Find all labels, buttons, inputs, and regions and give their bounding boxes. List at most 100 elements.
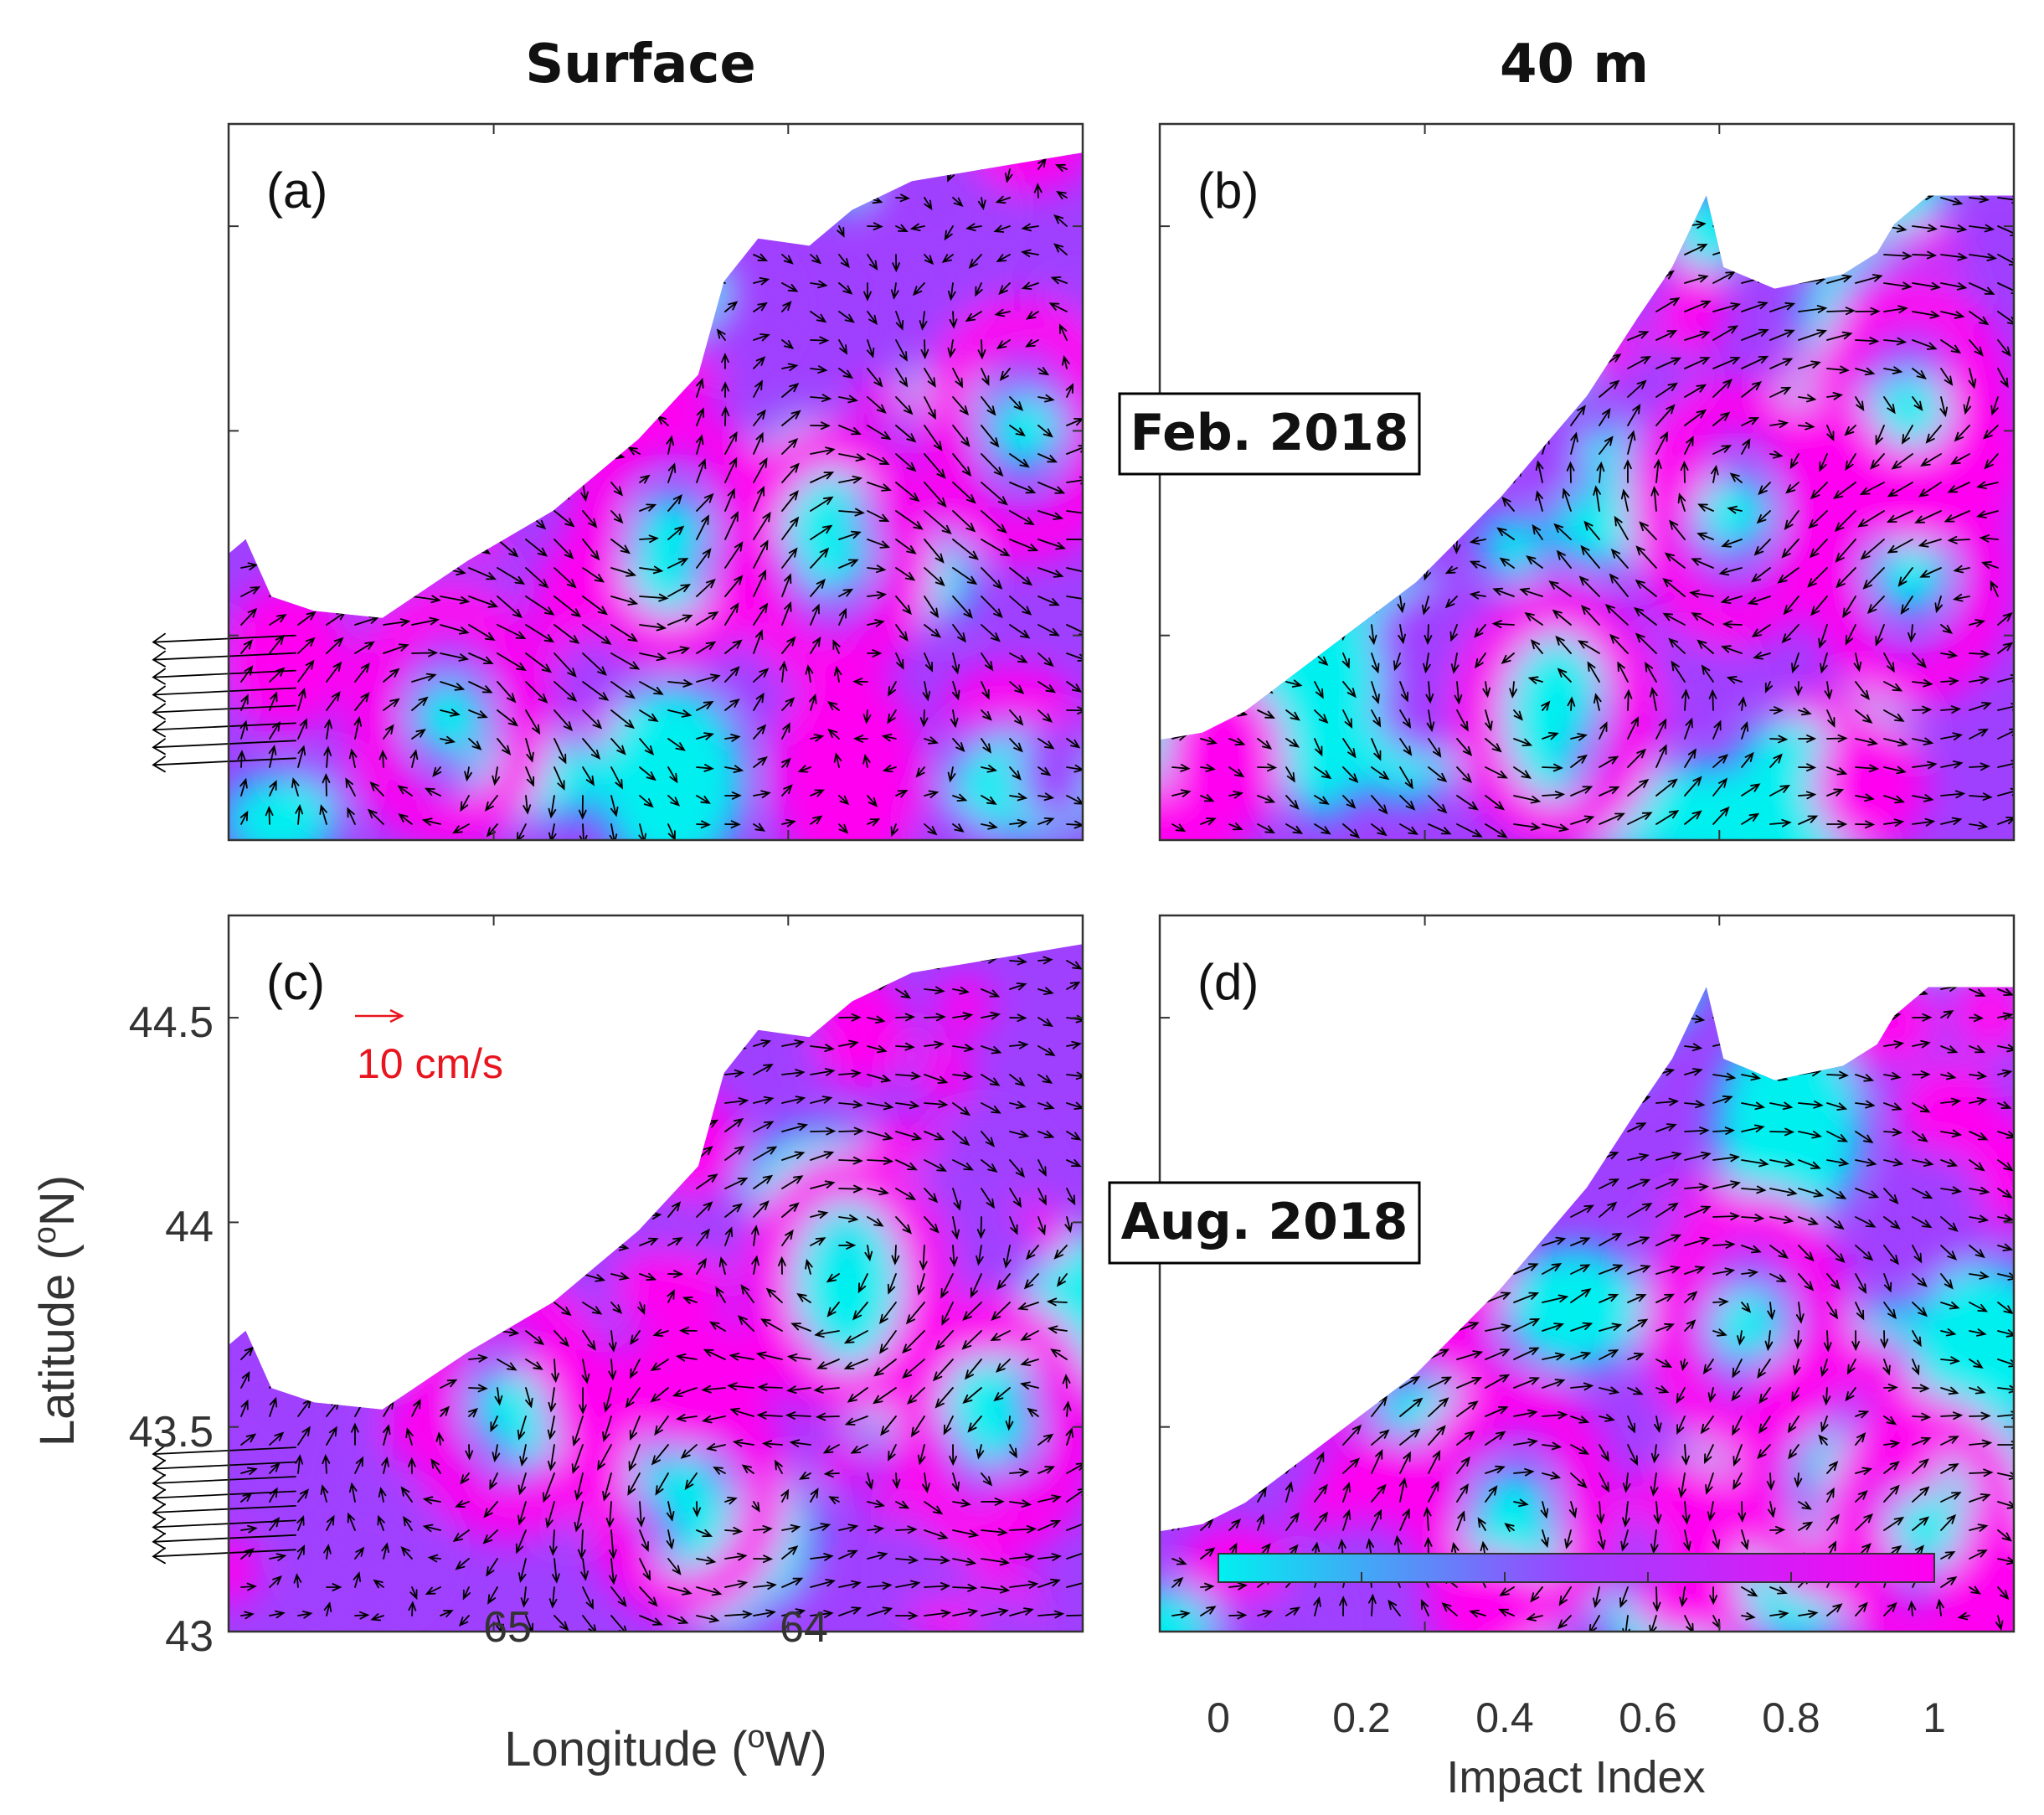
velocity-arrow bbox=[1400, 931, 1417, 938]
velocity-arrow bbox=[1740, 720, 1749, 740]
velocity-arrow bbox=[327, 135, 342, 142]
velocity-arrow bbox=[864, 1245, 873, 1262]
velocity-arrow bbox=[269, 780, 277, 797]
velocity-arrow bbox=[1712, 1328, 1727, 1337]
velocity-arrow bbox=[265, 805, 274, 825]
velocity-arrow bbox=[468, 254, 481, 263]
velocity-arrow bbox=[1741, 1214, 1765, 1222]
velocity-arrow bbox=[553, 982, 573, 990]
velocity-arrow bbox=[354, 1366, 370, 1389]
velocity-arrow bbox=[1456, 1183, 1474, 1191]
velocity-arrow bbox=[1399, 1296, 1424, 1304]
velocity-arrow bbox=[1285, 1297, 1303, 1307]
velocity-arrow bbox=[269, 1156, 286, 1165]
velocity-arrow bbox=[1428, 221, 1444, 230]
velocity-arrow bbox=[1285, 1324, 1305, 1333]
velocity-arrow bbox=[411, 161, 425, 170]
velocity-arrow bbox=[1570, 1322, 1593, 1332]
velocity-arrow bbox=[1599, 1386, 1620, 1395]
velocity-arrow bbox=[1769, 450, 1784, 459]
velocity-arrow bbox=[779, 660, 788, 683]
velocity-arrow bbox=[1969, 1045, 1985, 1054]
velocity-arrow bbox=[1228, 1127, 1247, 1135]
velocity-arrow bbox=[1855, 1100, 1876, 1109]
velocity-arrow bbox=[652, 1328, 669, 1338]
velocity-arrow bbox=[1997, 642, 2014, 654]
velocity-arrow bbox=[952, 1608, 979, 1616]
velocity-arrow bbox=[1371, 709, 1382, 728]
velocity-arrow bbox=[1822, 1387, 1831, 1406]
velocity-arrow bbox=[1769, 785, 1791, 797]
velocity-arrow bbox=[1859, 482, 1885, 496]
velocity-arrow bbox=[838, 193, 851, 201]
velocity-arrow bbox=[895, 1071, 922, 1080]
velocity-arrow bbox=[1399, 1040, 1414, 1049]
velocity-arrow bbox=[1456, 1101, 1477, 1109]
impact-blob bbox=[430, 201, 536, 277]
velocity-arrow bbox=[952, 1583, 978, 1592]
velocity-arrow bbox=[610, 987, 631, 996]
impact-blob bbox=[919, 1036, 972, 1109]
velocity-arrow bbox=[1485, 439, 1498, 455]
impact-blob bbox=[1766, 195, 1820, 213]
velocity-arrow bbox=[1037, 817, 1055, 826]
velocity-arrow bbox=[1712, 357, 1741, 369]
inflow-arrow bbox=[152, 650, 296, 668]
velocity-arrow bbox=[810, 1237, 826, 1246]
velocity-arrow bbox=[525, 1044, 543, 1053]
velocity-arrow bbox=[1570, 1178, 1590, 1189]
velocity-arrow bbox=[1599, 379, 1620, 398]
velocity-arrow bbox=[1228, 1017, 1248, 1025]
velocity-arrow bbox=[1257, 1297, 1278, 1306]
velocity-arrow bbox=[1009, 1216, 1018, 1235]
velocity-arrow bbox=[1171, 565, 1191, 574]
velocity-arrow bbox=[1855, 1017, 1872, 1026]
velocity-arrow bbox=[1424, 440, 1434, 455]
velocity-arrow bbox=[1883, 1040, 1905, 1049]
velocity-arrow bbox=[867, 1015, 886, 1024]
velocity-arrow bbox=[1171, 310, 1192, 319]
velocity-arrow bbox=[924, 567, 945, 586]
velocity-arrow bbox=[1200, 1294, 1219, 1303]
velocity-arrow bbox=[1257, 532, 1271, 541]
velocity-arrow bbox=[1712, 1016, 1732, 1024]
velocity-arrow bbox=[578, 795, 587, 820]
velocity-arrow bbox=[1541, 1529, 1549, 1549]
velocity-arrow bbox=[553, 1187, 579, 1196]
velocity-arrow bbox=[1826, 1102, 1848, 1111]
velocity-arrow bbox=[1171, 476, 1190, 485]
velocity-arrow bbox=[269, 1374, 284, 1389]
velocity-arrow bbox=[1399, 987, 1419, 993]
velocity-arrow bbox=[917, 1444, 926, 1466]
velocity-arrow bbox=[724, 1117, 744, 1132]
velocity-arrow bbox=[1315, 952, 1326, 961]
velocity-arrow bbox=[1713, 139, 1727, 146]
velocity-arrow bbox=[1799, 164, 1817, 171]
velocity-arrow bbox=[1826, 425, 1835, 442]
velocity-arrow bbox=[297, 307, 317, 316]
impact-blob bbox=[1160, 195, 1203, 229]
velocity-arrow bbox=[1021, 223, 1039, 232]
velocity-arrow bbox=[1371, 1429, 1390, 1446]
velocity-arrow bbox=[981, 681, 990, 700]
velocity-arrow bbox=[667, 326, 675, 341]
velocity-arrow bbox=[702, 1415, 726, 1424]
impact-blob bbox=[971, 152, 1083, 193]
velocity-arrow bbox=[896, 927, 914, 934]
velocity-arrow bbox=[1342, 1375, 1366, 1389]
impact-blob bbox=[802, 152, 873, 209]
velocity-arrow bbox=[1798, 815, 1819, 825]
velocity-arrow bbox=[1066, 535, 1083, 544]
velocity-arrow bbox=[240, 276, 257, 285]
velocity-arrow bbox=[1707, 1501, 1716, 1522]
velocity-arrow bbox=[1883, 337, 1908, 346]
velocity-arrow bbox=[1684, 1266, 1706, 1275]
velocity-arrow bbox=[1798, 1501, 1812, 1510]
velocity-arrow bbox=[553, 1123, 573, 1132]
velocity-arrow bbox=[833, 752, 842, 768]
velocity-arrow bbox=[525, 482, 540, 500]
velocity-arrow bbox=[440, 1405, 450, 1417]
impact-blob bbox=[1958, 143, 2003, 173]
velocity-arrow bbox=[408, 1601, 417, 1616]
velocity-arrow bbox=[610, 1042, 631, 1051]
